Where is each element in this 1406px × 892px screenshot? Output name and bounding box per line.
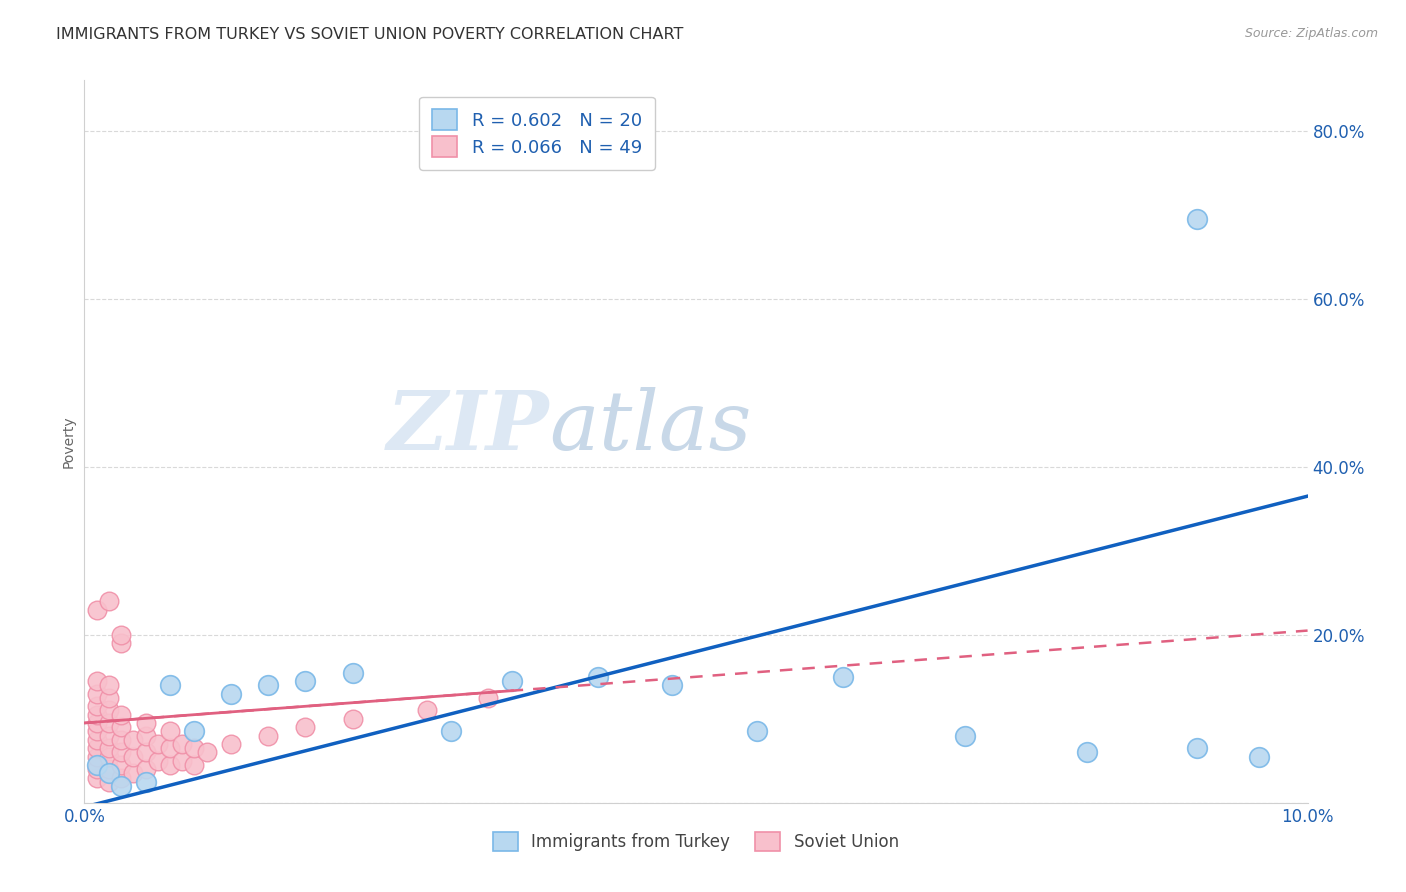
Point	[110, 636, 132, 650]
Point	[110, 745, 132, 759]
Point	[97, 690, 120, 705]
Text: atlas: atlas	[550, 387, 752, 467]
Point	[257, 729, 280, 743]
Point	[135, 762, 157, 776]
Point	[110, 779, 132, 793]
Point	[86, 707, 108, 722]
Point	[172, 754, 194, 768]
Y-axis label: Poverty: Poverty	[62, 416, 76, 467]
Point	[86, 749, 108, 764]
Point	[502, 673, 524, 688]
Point	[122, 749, 145, 764]
Point	[97, 766, 120, 780]
Point	[257, 678, 280, 692]
Point	[97, 678, 120, 692]
Point	[97, 749, 120, 764]
Point	[86, 602, 108, 616]
Point	[586, 670, 609, 684]
Point	[86, 673, 108, 688]
Point	[159, 741, 181, 756]
Point	[172, 737, 194, 751]
Point	[86, 771, 108, 785]
Point	[135, 745, 157, 759]
Point	[440, 724, 463, 739]
Point	[1187, 211, 1209, 226]
Point	[159, 678, 181, 692]
Point	[1187, 741, 1209, 756]
Point	[159, 724, 181, 739]
Point	[97, 741, 120, 756]
Point	[122, 766, 145, 780]
Point	[86, 687, 108, 701]
Point	[86, 762, 108, 776]
Point	[146, 754, 169, 768]
Point	[97, 774, 120, 789]
Point	[294, 720, 316, 734]
Text: IMMIGRANTS FROM TURKEY VS SOVIET UNION POVERTY CORRELATION CHART: IMMIGRANTS FROM TURKEY VS SOVIET UNION P…	[56, 27, 683, 42]
Point	[831, 670, 853, 684]
Point	[747, 724, 769, 739]
Point	[661, 678, 683, 692]
Text: Source: ZipAtlas.com: Source: ZipAtlas.com	[1244, 27, 1378, 40]
Point	[135, 716, 157, 731]
Point	[183, 758, 205, 772]
Point	[135, 774, 157, 789]
Point	[86, 716, 108, 731]
Point	[97, 729, 120, 743]
Point	[135, 729, 157, 743]
Point	[110, 707, 132, 722]
Point	[1247, 749, 1270, 764]
Point	[86, 732, 108, 747]
Point	[159, 758, 181, 772]
Point	[86, 741, 108, 756]
Point	[1076, 745, 1098, 759]
Point	[110, 628, 132, 642]
Point	[97, 703, 120, 717]
Point	[477, 690, 499, 705]
Point	[110, 771, 132, 785]
Point	[183, 724, 205, 739]
Point	[416, 703, 439, 717]
Point	[110, 758, 132, 772]
Point	[86, 699, 108, 714]
Point	[122, 732, 145, 747]
Point	[953, 729, 976, 743]
Point	[97, 762, 120, 776]
Point	[97, 716, 120, 731]
Legend: Immigrants from Turkey, Soviet Union: Immigrants from Turkey, Soviet Union	[485, 823, 907, 860]
Point	[342, 712, 364, 726]
Point	[146, 737, 169, 751]
Point	[294, 673, 316, 688]
Point	[195, 745, 218, 759]
Point	[219, 687, 242, 701]
Text: ZIP: ZIP	[387, 387, 550, 467]
Point	[183, 741, 205, 756]
Point	[86, 724, 108, 739]
Point	[86, 758, 108, 772]
Point	[219, 737, 242, 751]
Point	[110, 732, 132, 747]
Point	[97, 594, 120, 608]
Point	[110, 720, 132, 734]
Point	[342, 665, 364, 680]
